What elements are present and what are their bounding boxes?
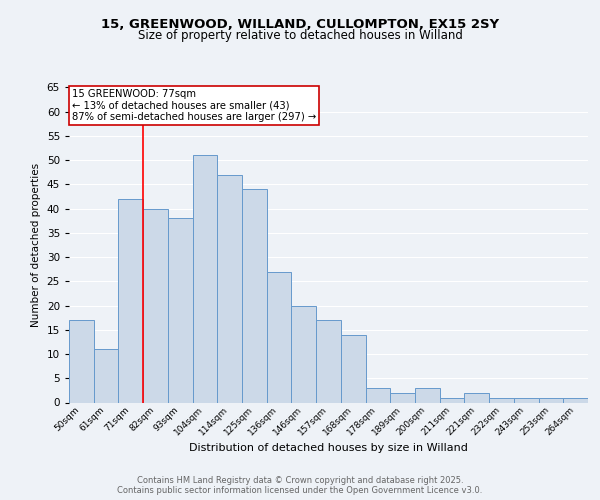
Bar [514,398,539,402]
Bar [217,174,242,402]
Bar [69,320,94,402]
Bar [464,393,489,402]
Bar [440,398,464,402]
Bar [415,388,440,402]
Bar [242,190,267,402]
X-axis label: Distribution of detached houses by size in Willand: Distribution of detached houses by size … [189,443,468,453]
Bar [118,199,143,402]
Bar [143,208,168,402]
Bar [316,320,341,402]
Bar [193,156,217,402]
Bar [563,398,588,402]
Bar [365,388,390,402]
Bar [489,398,514,402]
Text: Size of property relative to detached houses in Willand: Size of property relative to detached ho… [137,28,463,42]
Bar [390,393,415,402]
Text: Contains HM Land Registry data © Crown copyright and database right 2025.
Contai: Contains HM Land Registry data © Crown c… [118,476,482,495]
Bar [168,218,193,402]
Bar [292,306,316,402]
Bar [267,272,292,402]
Text: 15, GREENWOOD, WILLAND, CULLOMPTON, EX15 2SY: 15, GREENWOOD, WILLAND, CULLOMPTON, EX15… [101,18,499,30]
Bar [94,349,118,403]
Text: 15 GREENWOOD: 77sqm
← 13% of detached houses are smaller (43)
87% of semi-detach: 15 GREENWOOD: 77sqm ← 13% of detached ho… [71,89,316,122]
Bar [341,334,365,402]
Bar [539,398,563,402]
Y-axis label: Number of detached properties: Number of detached properties [31,163,41,327]
